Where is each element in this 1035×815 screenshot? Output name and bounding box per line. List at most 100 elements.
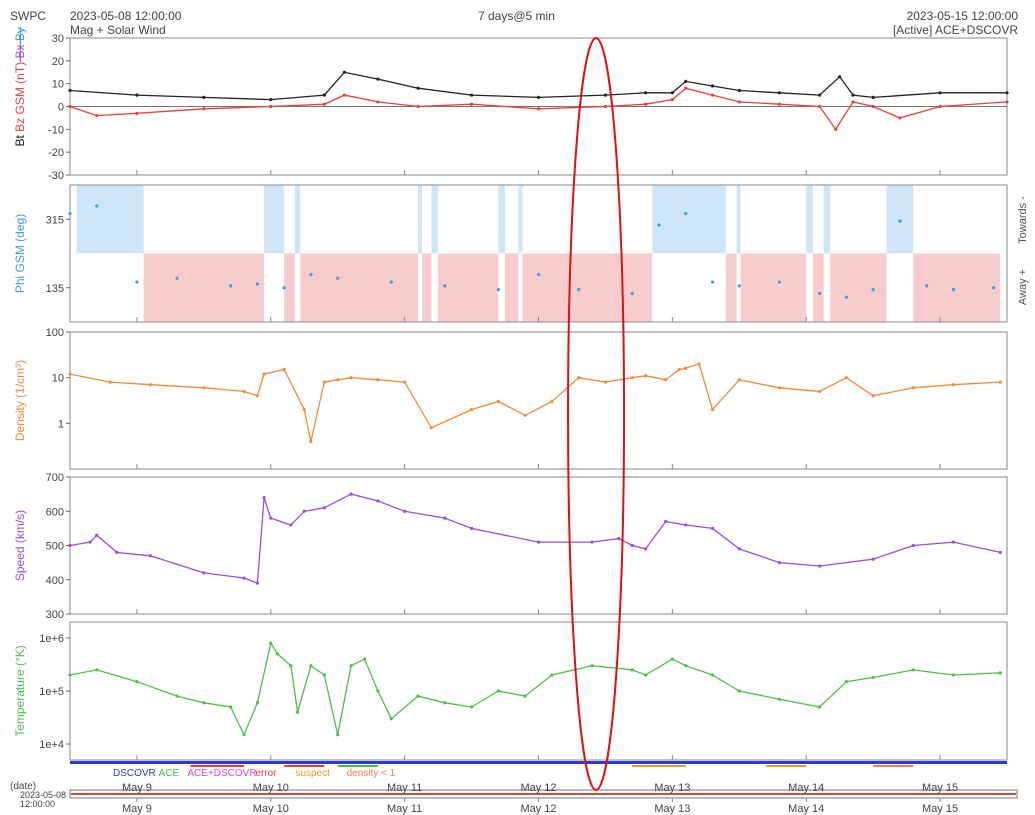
bz-gsm-point xyxy=(202,107,206,111)
temperature-point xyxy=(737,689,741,693)
bz-gsm-point xyxy=(737,100,741,104)
temperature-point xyxy=(289,664,293,668)
phi-point xyxy=(577,288,581,292)
phi-point xyxy=(951,288,956,292)
speed-point xyxy=(403,509,407,513)
range-start-time: 12:00:00 xyxy=(20,799,55,809)
quality-strip xyxy=(873,765,914,767)
mag-ylabel-text: Bt Bz GSM (nT) Bx By xyxy=(13,27,27,146)
phi-point xyxy=(925,284,929,288)
phi-point xyxy=(737,284,741,288)
speed-line xyxy=(69,493,1001,585)
speed-point xyxy=(322,506,326,510)
speed-point xyxy=(469,526,474,530)
bz-gsm-point xyxy=(777,102,782,106)
speed-point xyxy=(262,495,266,500)
density-point xyxy=(844,376,848,380)
speed-point xyxy=(911,543,915,548)
temperature-point xyxy=(777,697,782,701)
bt-point xyxy=(469,93,474,97)
toward-sector xyxy=(518,185,523,254)
bz-gsm-point xyxy=(818,104,822,109)
legend-item: error xyxy=(255,768,277,779)
bz-gsm-point xyxy=(898,116,902,120)
temperature-ylabel: Temperature (°K) xyxy=(13,645,27,737)
bt-point xyxy=(670,91,674,95)
speed-point xyxy=(302,509,306,513)
bz-gsm-point xyxy=(68,104,72,109)
bz-gsm-point xyxy=(536,107,541,111)
temperature-point xyxy=(496,689,500,693)
subtitle-label: Mag + Solar Wind xyxy=(70,23,166,37)
density-line xyxy=(69,363,1001,442)
bz-gsm-point xyxy=(834,127,838,131)
quality-strip xyxy=(190,765,245,767)
toward-sector xyxy=(806,185,813,254)
temperature-line xyxy=(69,641,1001,737)
density-point xyxy=(469,407,474,412)
legend-item: ACE xyxy=(159,768,180,779)
toward-sector xyxy=(76,185,144,254)
bz-gsm-point xyxy=(670,98,674,102)
speed-point xyxy=(242,576,246,580)
speed-point xyxy=(951,540,956,544)
density-point xyxy=(496,399,500,404)
speed-point xyxy=(289,523,293,527)
y-tick-label: 500 xyxy=(46,541,64,553)
phi-ylabel: Phi GSM (deg) xyxy=(13,214,27,293)
phi-point xyxy=(536,272,541,277)
bt-point xyxy=(269,98,273,102)
phi-point xyxy=(844,295,848,299)
speed-point xyxy=(818,564,822,568)
temperature-point xyxy=(349,664,353,668)
temperature-point xyxy=(550,673,554,677)
phi-point xyxy=(496,288,500,292)
panel-frame-5 xyxy=(69,621,1008,761)
density-point xyxy=(710,407,715,412)
mag-ylabel-part: Bz GSM (nT) xyxy=(13,62,27,135)
speed-point xyxy=(376,499,380,503)
bt-point xyxy=(536,95,541,99)
y-tick-label: 400 xyxy=(46,575,64,587)
bz-gsm-point xyxy=(135,111,139,115)
legend-item: suspect xyxy=(295,768,330,779)
source-strip xyxy=(70,761,1007,764)
phi-point xyxy=(282,286,286,290)
quality-strip xyxy=(284,765,325,767)
bz-gsm-point xyxy=(603,104,608,109)
bz-gsm-point xyxy=(938,104,942,109)
density-point xyxy=(282,368,286,372)
toward-sector xyxy=(498,185,506,254)
panel-frame-4 xyxy=(69,476,1008,615)
density-point xyxy=(818,389,822,394)
phi-point xyxy=(95,204,99,208)
x-tick-label: May 9 xyxy=(122,782,152,794)
density-point xyxy=(630,376,634,380)
range-bar-fill xyxy=(71,793,1016,795)
bt-point xyxy=(777,91,782,95)
speed-point xyxy=(998,550,1002,554)
speed-point xyxy=(349,492,353,496)
density-ylabel: Density (1/cm³) xyxy=(13,360,27,441)
temperature-point xyxy=(95,668,99,672)
mag-ylabel-part: By xyxy=(13,27,27,44)
bt-point xyxy=(871,95,875,99)
away-sector xyxy=(143,253,265,322)
density-point xyxy=(951,383,956,387)
y-tick-label: 135 xyxy=(46,283,64,295)
density-point xyxy=(664,378,668,382)
density-point xyxy=(998,380,1002,384)
phi-point xyxy=(657,223,661,227)
x-tick-label-bottom: May 14 xyxy=(788,803,824,815)
speed-point xyxy=(88,540,92,544)
temperature-point xyxy=(911,668,915,672)
phi-point xyxy=(443,284,447,288)
speed-point xyxy=(630,543,634,548)
temperature-point xyxy=(643,673,648,677)
phi-point xyxy=(135,280,139,284)
away-sector xyxy=(438,253,499,322)
bt-point xyxy=(603,93,608,97)
bt-point xyxy=(818,93,822,97)
highlight-ellipse xyxy=(567,37,626,791)
temperature-point xyxy=(710,673,715,677)
